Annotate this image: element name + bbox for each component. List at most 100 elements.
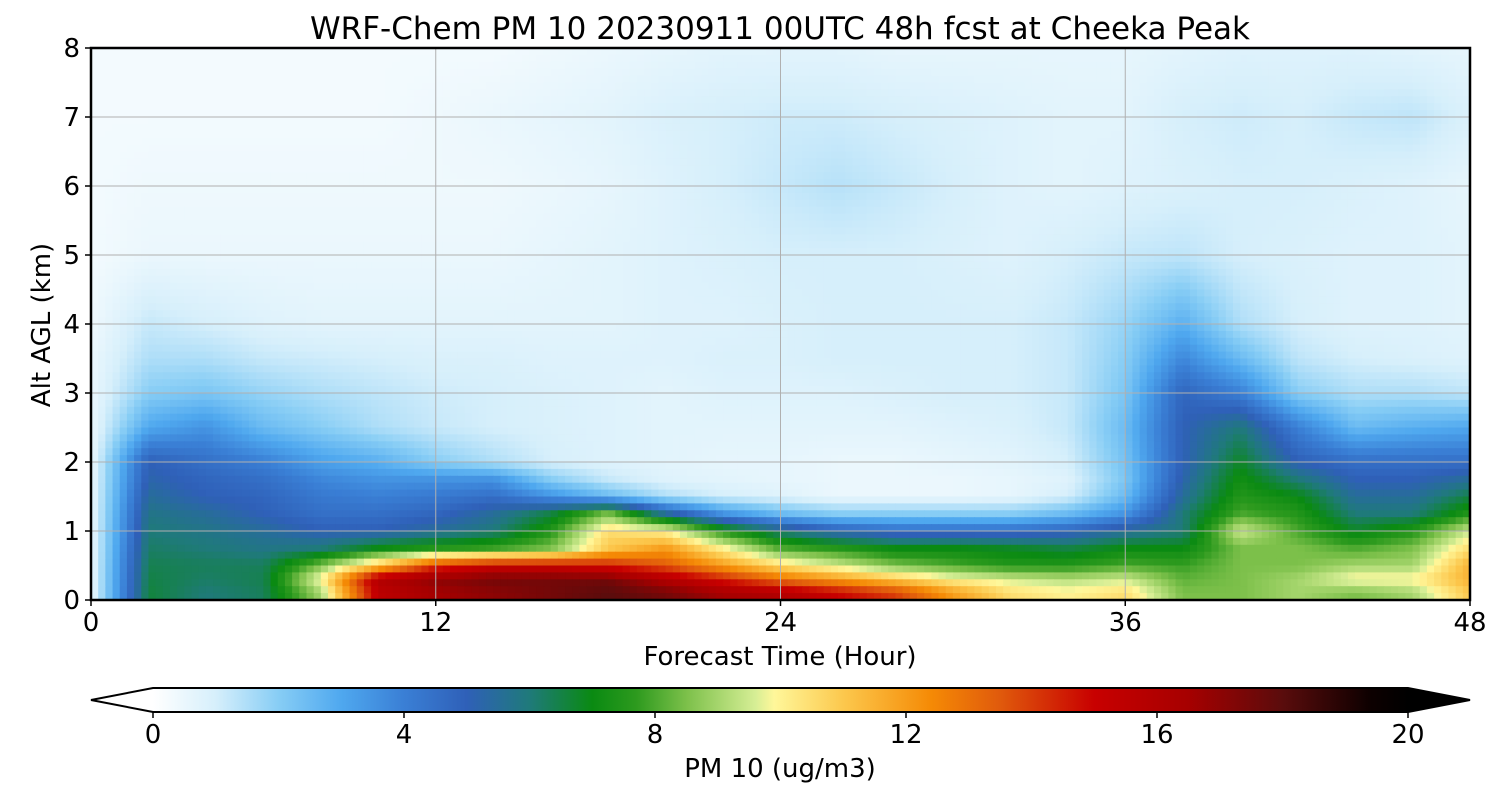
heat-cell — [644, 179, 652, 187]
heat-cell — [1010, 179, 1019, 187]
heat-cell — [579, 179, 588, 187]
heat-cell — [234, 61, 243, 70]
heat-cell — [428, 110, 437, 118]
heat-cell — [579, 48, 588, 56]
heat-cell — [636, 117, 645, 125]
heat-cell — [1103, 75, 1112, 84]
heat-cell — [98, 123, 106, 132]
heat-cell — [1319, 117, 1327, 125]
heat-cell — [1311, 137, 1320, 146]
heat-cell — [1010, 123, 1019, 132]
heat-cell — [313, 144, 322, 153]
heat-cell — [1046, 186, 1055, 194]
heat-cell — [823, 213, 832, 222]
heat-cell — [701, 144, 710, 153]
heat-cell — [916, 68, 925, 77]
heat-cell — [845, 75, 853, 84]
heat-cell — [536, 54, 545, 63]
heat-cell — [888, 192, 897, 201]
heat-cell — [859, 206, 868, 215]
heat-cell — [249, 75, 257, 84]
heat-cell — [694, 75, 703, 84]
heat-cell — [1254, 192, 1263, 201]
heat-cell — [737, 199, 746, 208]
heat-cell — [191, 130, 200, 139]
heat-cell — [1405, 130, 1414, 139]
heat-cell — [766, 68, 774, 77]
heat-cell — [450, 186, 458, 194]
heat-cell — [234, 117, 243, 125]
heat-cell — [1010, 192, 1019, 201]
heat-cell — [766, 144, 774, 153]
heat-cell — [636, 68, 645, 77]
heat-cell — [1455, 151, 1464, 159]
heat-cell — [1082, 89, 1090, 97]
heat-cell — [421, 110, 430, 118]
heat-cell — [1089, 130, 1098, 139]
heat-cell — [1146, 130, 1155, 139]
heat-cell — [91, 213, 99, 222]
heat-cell — [873, 103, 882, 111]
heat-cell — [284, 144, 293, 153]
heat-cell — [816, 172, 825, 180]
heat-cell — [622, 220, 631, 228]
heat-cell — [205, 123, 214, 132]
heat-cell — [1362, 151, 1371, 159]
heat-cell — [1268, 54, 1277, 63]
heat-cell — [205, 186, 214, 194]
heat-cell — [629, 103, 638, 111]
heat-cell — [1326, 206, 1335, 215]
heat-cell — [1412, 158, 1421, 166]
heat-cell — [1426, 186, 1435, 194]
heat-cell — [1168, 89, 1177, 97]
heat-cell — [1211, 110, 1220, 118]
heat-cell — [751, 213, 760, 222]
heat-cell — [830, 96, 839, 104]
heat-cell — [651, 68, 659, 77]
heat-cell — [349, 103, 358, 111]
heat-cell — [493, 179, 501, 187]
heat-cell — [1390, 186, 1399, 194]
heat-cell — [902, 137, 911, 146]
heat-cell — [981, 137, 990, 146]
heat-cell — [1283, 89, 1292, 97]
heat-cell — [1455, 179, 1464, 187]
heat-cell — [816, 48, 825, 56]
heat-cell — [1046, 137, 1055, 146]
heat-cell — [1211, 137, 1220, 146]
heat-cell — [608, 199, 616, 208]
heat-cell — [1082, 144, 1090, 153]
heat-cell — [234, 89, 243, 97]
heat-cell — [557, 220, 566, 228]
heat-cell — [1462, 165, 1470, 173]
heat-cell — [1053, 151, 1062, 159]
heat-cell — [1304, 117, 1313, 125]
heat-cell — [507, 103, 516, 111]
heat-cell — [105, 68, 114, 77]
heat-cell — [450, 75, 458, 84]
heat-cell — [701, 82, 710, 90]
heat-cell — [198, 130, 207, 139]
heat-cell — [299, 68, 308, 77]
heat-cell — [1369, 151, 1378, 159]
heat-cell — [644, 213, 652, 222]
heat-cell — [550, 213, 559, 222]
heat-cell — [1326, 75, 1335, 84]
heat-cell — [644, 123, 652, 132]
heat-cell — [701, 172, 710, 180]
heat-cell — [1211, 75, 1220, 84]
heat-cell — [1103, 54, 1112, 63]
heat-cell — [629, 172, 638, 180]
heat-cell — [1060, 110, 1069, 118]
heat-cell — [514, 192, 523, 201]
heat-cell — [1225, 89, 1234, 97]
heat-cell — [1197, 137, 1205, 146]
heat-cell — [399, 144, 408, 153]
heat-cell — [1017, 75, 1026, 84]
heat-cell — [593, 96, 602, 104]
heat-cell — [1369, 103, 1378, 111]
heat-cell — [1218, 186, 1227, 194]
heat-cell — [1247, 192, 1256, 201]
heat-cell — [902, 179, 911, 187]
heat-cell — [866, 158, 875, 166]
